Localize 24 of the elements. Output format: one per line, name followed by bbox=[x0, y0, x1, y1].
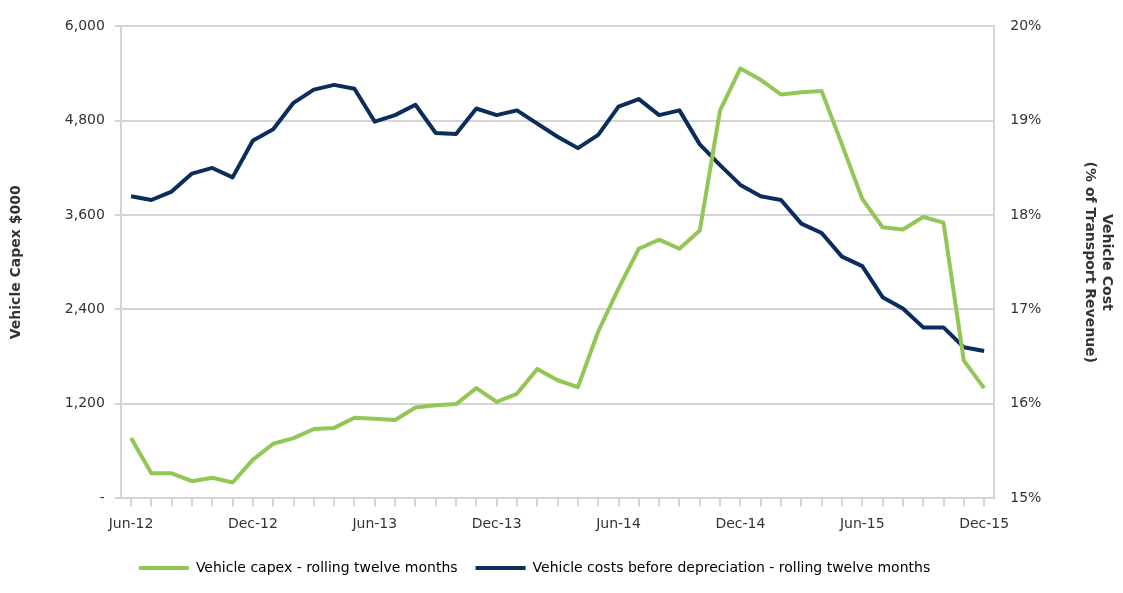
y-tick-label: 2,400 bbox=[64, 300, 105, 317]
x-tick-label: Dec-14 bbox=[715, 515, 766, 532]
x-tick-label: Jun-14 bbox=[595, 515, 641, 532]
y-tick-label: 3,600 bbox=[64, 205, 105, 222]
x-tick-label: Jun-13 bbox=[351, 515, 398, 532]
y2-tick-label: 17% bbox=[1010, 300, 1042, 317]
x-tick-label: Dec-15 bbox=[959, 515, 1010, 532]
x-tick-label: Dec-12 bbox=[227, 515, 278, 532]
y-tick-label: 1,200 bbox=[64, 394, 105, 411]
y2-tick-label: 19% bbox=[1010, 111, 1042, 128]
y2-tick-label: 15% bbox=[1010, 488, 1042, 505]
x-tick-label: Jun-12 bbox=[107, 515, 154, 532]
y2-tick-label: 20% bbox=[1010, 17, 1042, 34]
legend-label: Vehicle costs before depreciation - rolling twelve months bbox=[532, 558, 931, 575]
x-tick-label: Jun-15 bbox=[838, 515, 885, 532]
y-tick-label: - bbox=[99, 488, 105, 505]
y-axis-title: Vehicle Capex $000 bbox=[7, 185, 24, 340]
x-tick-label: Dec-13 bbox=[471, 515, 522, 532]
legend-label: Vehicle capex - rolling twelve months bbox=[195, 558, 458, 575]
y-tick-label: 6,000 bbox=[64, 17, 105, 34]
y-tick-label: 4,800 bbox=[64, 111, 105, 128]
y2-tick-label: 18% bbox=[1010, 205, 1042, 222]
y2-axis-title: Vehicle Cost (% of Transport Revenue) bbox=[1083, 161, 1116, 363]
y2-tick-label: 16% bbox=[1010, 394, 1042, 411]
